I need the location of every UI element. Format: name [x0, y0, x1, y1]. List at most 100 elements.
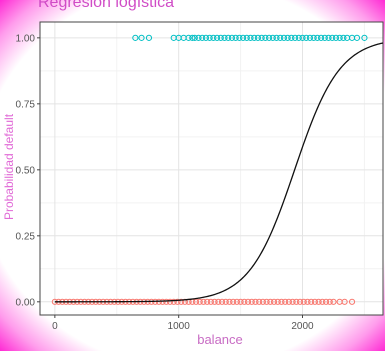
- data-point: [293, 298, 300, 305]
- data-point: [236, 34, 243, 41]
- data-point: [199, 34, 206, 41]
- data-point: [239, 34, 247, 41]
- logistic-fit-curve: [54, 42, 384, 303]
- data-point: [251, 34, 258, 41]
- y-tick-label: 1.00: [16, 33, 36, 44]
- data-point: [277, 34, 284, 41]
- data-point: [321, 34, 328, 41]
- y-tick-label: 0.75: [16, 99, 36, 110]
- data-point: [310, 34, 317, 41]
- y-tick-label: 0.25: [16, 231, 36, 242]
- data-point: [353, 34, 361, 41]
- data-point: [288, 34, 295, 41]
- data-point: [248, 298, 255, 305]
- data-point: [233, 298, 240, 305]
- data-point: [217, 34, 224, 41]
- data-point: [306, 34, 314, 41]
- data-point: [326, 298, 333, 305]
- data-point: [185, 34, 192, 41]
- data-point: [228, 34, 236, 41]
- data-point: [319, 298, 326, 305]
- data-point: [230, 298, 237, 305]
- data-point: [196, 298, 203, 305]
- data-point: [213, 34, 221, 41]
- data-point: [280, 34, 288, 41]
- data-point: [178, 298, 185, 305]
- x-axis-label: balance: [197, 332, 243, 347]
- data-point: [282, 298, 289, 305]
- panel-border: [39, 21, 384, 316]
- data-point: [200, 298, 207, 305]
- data-point: [211, 298, 218, 305]
- data-point: [340, 34, 347, 41]
- y-tick-label: 0.00: [16, 297, 36, 308]
- data-point: [207, 298, 214, 305]
- data-point: [295, 34, 302, 41]
- data-point: [336, 34, 343, 41]
- data-point: [244, 298, 252, 305]
- data-point: [225, 34, 232, 41]
- data-point: [265, 34, 273, 41]
- data-point: [232, 34, 239, 41]
- data-point: [163, 298, 170, 305]
- data-point: [361, 34, 368, 41]
- data-point: [218, 298, 226, 305]
- data-point: [145, 34, 153, 41]
- data-point: [192, 298, 200, 305]
- data-point: [206, 34, 213, 41]
- data-point: [221, 34, 228, 41]
- data-point: [210, 34, 217, 41]
- data-point: [241, 298, 248, 305]
- data-point: [311, 298, 318, 305]
- data-point: [262, 34, 269, 41]
- chart-title: Regresión logística: [38, 0, 175, 11]
- data-point: [322, 298, 330, 305]
- data-point: [303, 34, 310, 41]
- data-point: [204, 298, 211, 305]
- data-point: [284, 34, 291, 41]
- data-point: [308, 298, 315, 305]
- data-point: [269, 34, 276, 41]
- y-tick-label: 0.50: [16, 165, 36, 176]
- data-point: [226, 298, 233, 305]
- data-point: [296, 298, 304, 305]
- data-point: [263, 298, 270, 305]
- data-point: [243, 34, 250, 41]
- data-point: [132, 34, 139, 41]
- data-point: [314, 34, 321, 41]
- data-point: [291, 34, 299, 41]
- data-point: [258, 34, 265, 41]
- data-point: [254, 34, 262, 41]
- data-point: [267, 298, 274, 305]
- data-point: [285, 298, 292, 305]
- data-point: [166, 298, 174, 305]
- x-tick-label: 2000: [291, 321, 314, 332]
- data-point: [341, 298, 348, 305]
- data-point: [300, 298, 307, 305]
- data-point: [159, 298, 166, 305]
- x-tick-label: 0: [52, 321, 58, 332]
- data-point: [138, 34, 145, 41]
- data-point: [252, 298, 259, 305]
- data-point: [317, 34, 325, 41]
- data-point: [274, 298, 281, 305]
- data-point: [237, 298, 244, 305]
- data-point: [189, 34, 196, 41]
- panel-background: [39, 21, 384, 316]
- data-point: [170, 298, 177, 305]
- data-point: [278, 298, 285, 305]
- data-point: [329, 34, 336, 41]
- data-point: [330, 298, 337, 305]
- data-point: [202, 34, 210, 41]
- data-point: [289, 298, 296, 305]
- data-point: [315, 298, 322, 305]
- data-point: [215, 298, 222, 305]
- data-point: [299, 34, 306, 41]
- data-point: [195, 34, 202, 41]
- data-point: [270, 298, 278, 305]
- data-point: [174, 298, 181, 305]
- data-point: [348, 298, 356, 305]
- data-point: [247, 34, 254, 41]
